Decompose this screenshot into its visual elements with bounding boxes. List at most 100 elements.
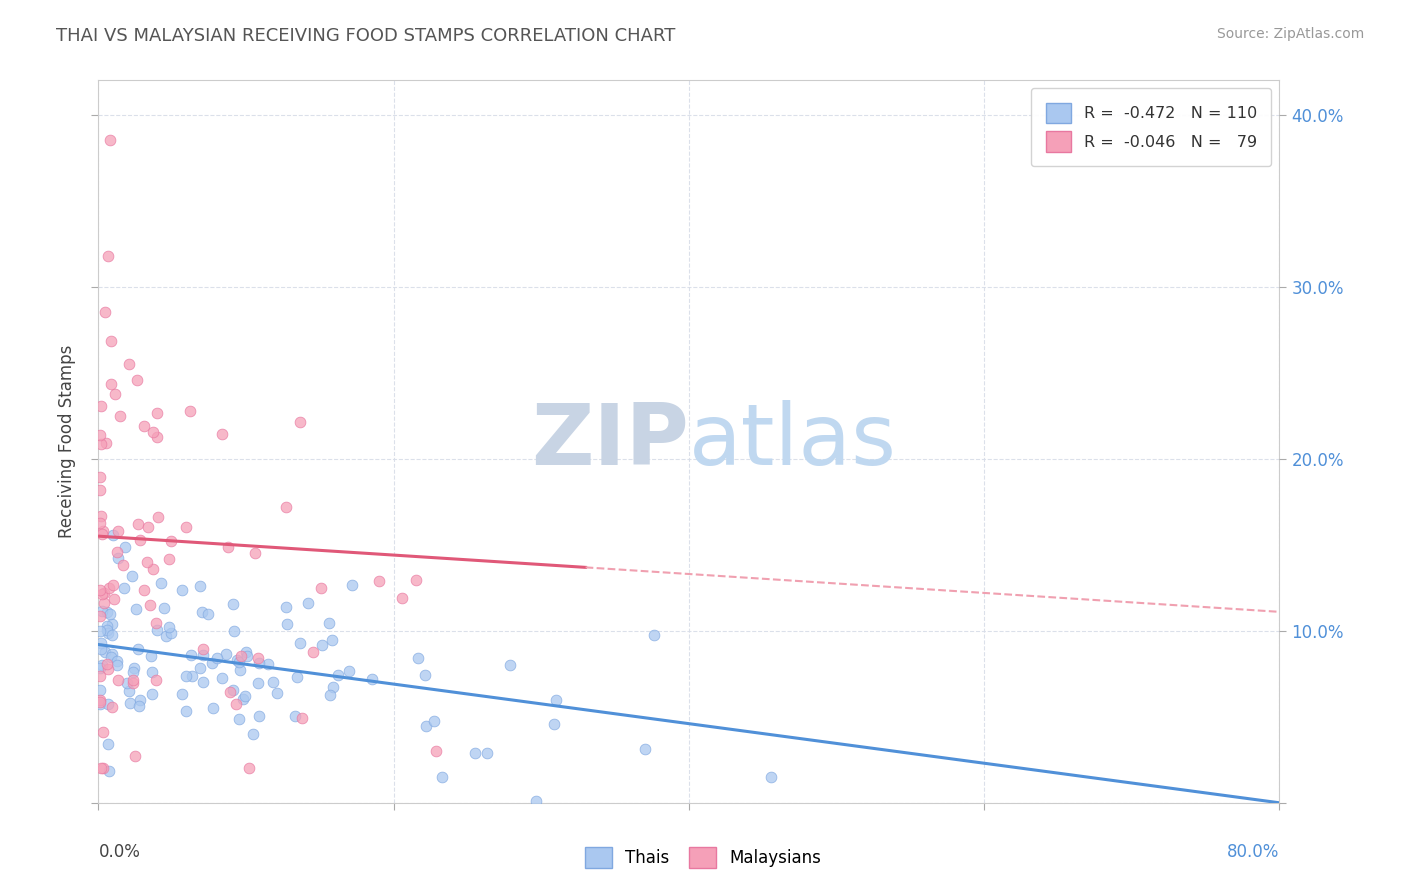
Point xyxy=(90,641,112,656)
Point xyxy=(90,437,112,451)
Point xyxy=(89,682,111,697)
Point xyxy=(337,664,360,678)
Point xyxy=(257,657,280,671)
Point xyxy=(425,744,447,758)
Point xyxy=(475,746,498,760)
Point xyxy=(141,665,163,679)
Point xyxy=(174,704,197,718)
Point xyxy=(201,701,224,715)
Point xyxy=(96,657,118,671)
Point xyxy=(188,660,211,674)
Point xyxy=(107,524,129,538)
Point xyxy=(89,669,111,683)
Point xyxy=(89,428,111,442)
Point xyxy=(222,624,245,638)
Point xyxy=(89,693,111,707)
Point xyxy=(89,624,111,638)
Text: atlas: atlas xyxy=(689,400,897,483)
Point xyxy=(145,673,167,688)
Point xyxy=(288,636,311,650)
Point xyxy=(94,305,117,319)
Point xyxy=(285,670,308,684)
Point xyxy=(246,676,269,690)
Point xyxy=(464,746,486,760)
Point xyxy=(155,629,177,643)
Point xyxy=(141,687,163,701)
Point xyxy=(111,558,134,573)
Point xyxy=(222,683,245,698)
Point xyxy=(97,738,120,752)
Point xyxy=(100,334,122,348)
Point xyxy=(94,645,117,659)
Point xyxy=(129,533,152,547)
Point xyxy=(96,624,118,638)
Point xyxy=(408,650,430,665)
Point xyxy=(118,696,141,710)
Point xyxy=(96,626,118,640)
Text: Source: ZipAtlas.com: Source: ZipAtlas.com xyxy=(1216,27,1364,41)
Point xyxy=(544,693,567,707)
Point xyxy=(125,373,148,387)
Point xyxy=(98,133,121,147)
Point xyxy=(90,509,112,524)
Point xyxy=(309,581,332,595)
Point xyxy=(97,249,120,263)
Point xyxy=(91,724,114,739)
Point xyxy=(89,516,111,530)
Point xyxy=(101,578,124,592)
Point xyxy=(136,555,159,569)
Point xyxy=(197,607,219,621)
Point xyxy=(201,656,224,670)
Point xyxy=(90,399,112,413)
Legend: Thais, Malaysians: Thais, Malaysians xyxy=(578,840,828,875)
Point xyxy=(125,602,148,616)
Point xyxy=(122,661,145,675)
Point xyxy=(180,669,202,683)
Point xyxy=(157,551,180,566)
Point xyxy=(93,596,115,610)
Y-axis label: Receiving Food Stamps: Receiving Food Stamps xyxy=(58,345,76,538)
Point xyxy=(107,550,129,565)
Point xyxy=(89,583,111,598)
Point xyxy=(89,469,111,483)
Point xyxy=(235,644,257,658)
Point xyxy=(107,673,129,687)
Point xyxy=(104,386,127,401)
Point xyxy=(136,520,159,534)
Point xyxy=(415,719,437,733)
Point xyxy=(415,668,437,682)
Point xyxy=(191,648,214,663)
Point xyxy=(139,649,162,664)
Point xyxy=(191,675,214,690)
Point xyxy=(114,540,136,554)
Point xyxy=(634,741,657,756)
Point xyxy=(90,526,112,541)
Point xyxy=(159,626,181,640)
Point xyxy=(118,357,141,371)
Point xyxy=(100,377,122,392)
Point xyxy=(262,674,284,689)
Point xyxy=(179,404,201,418)
Point xyxy=(236,648,259,663)
Point xyxy=(290,415,312,429)
Point xyxy=(247,656,270,670)
Point xyxy=(101,628,124,642)
Point xyxy=(643,627,665,641)
Point xyxy=(228,712,250,726)
Point xyxy=(170,582,193,597)
Point xyxy=(319,688,342,702)
Point xyxy=(238,761,260,775)
Point xyxy=(134,419,156,434)
Point xyxy=(180,648,202,662)
Point xyxy=(391,591,413,605)
Text: THAI VS MALAYSIAN RECEIVING FOOD STAMPS CORRELATION CHART: THAI VS MALAYSIAN RECEIVING FOOD STAMPS … xyxy=(56,27,676,45)
Point xyxy=(274,500,297,514)
Point xyxy=(105,654,128,668)
Point xyxy=(96,606,118,620)
Point xyxy=(228,655,250,669)
Point xyxy=(108,409,131,423)
Point xyxy=(134,582,156,597)
Point xyxy=(96,618,118,632)
Point xyxy=(228,663,250,677)
Point xyxy=(499,657,522,672)
